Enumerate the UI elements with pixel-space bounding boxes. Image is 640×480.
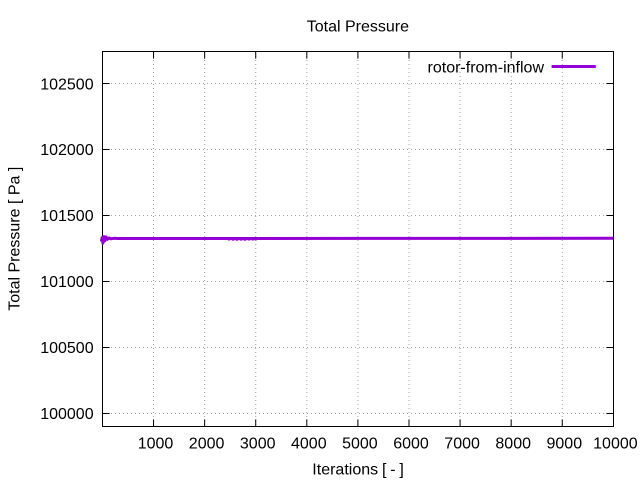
svg-text:9000: 9000 (547, 436, 583, 453)
svg-text:Iterations [ - ]: Iterations [ - ] (312, 461, 404, 478)
svg-text:5000: 5000 (342, 436, 378, 453)
svg-text:3000: 3000 (240, 436, 276, 453)
svg-text:101000: 101000 (40, 274, 93, 291)
svg-text:7000: 7000 (444, 436, 480, 453)
svg-text:Total Pressure [ Pa ]: Total Pressure [ Pa ] (7, 167, 24, 311)
svg-text:2000: 2000 (189, 436, 225, 453)
svg-text:rotor-from-inflow: rotor-from-inflow (428, 60, 545, 77)
svg-text:8000: 8000 (495, 436, 531, 453)
svg-text:100500: 100500 (40, 340, 93, 357)
svg-text:100000: 100000 (40, 406, 93, 423)
svg-text:4000: 4000 (291, 436, 327, 453)
svg-text:Total Pressure: Total Pressure (307, 19, 409, 36)
svg-text:101500: 101500 (40, 208, 93, 225)
svg-text:1000: 1000 (138, 436, 174, 453)
svg-text:10000: 10000 (593, 436, 638, 453)
svg-text:6000: 6000 (393, 436, 429, 453)
svg-text:102500: 102500 (40, 76, 93, 93)
svg-text:102000: 102000 (40, 142, 93, 159)
